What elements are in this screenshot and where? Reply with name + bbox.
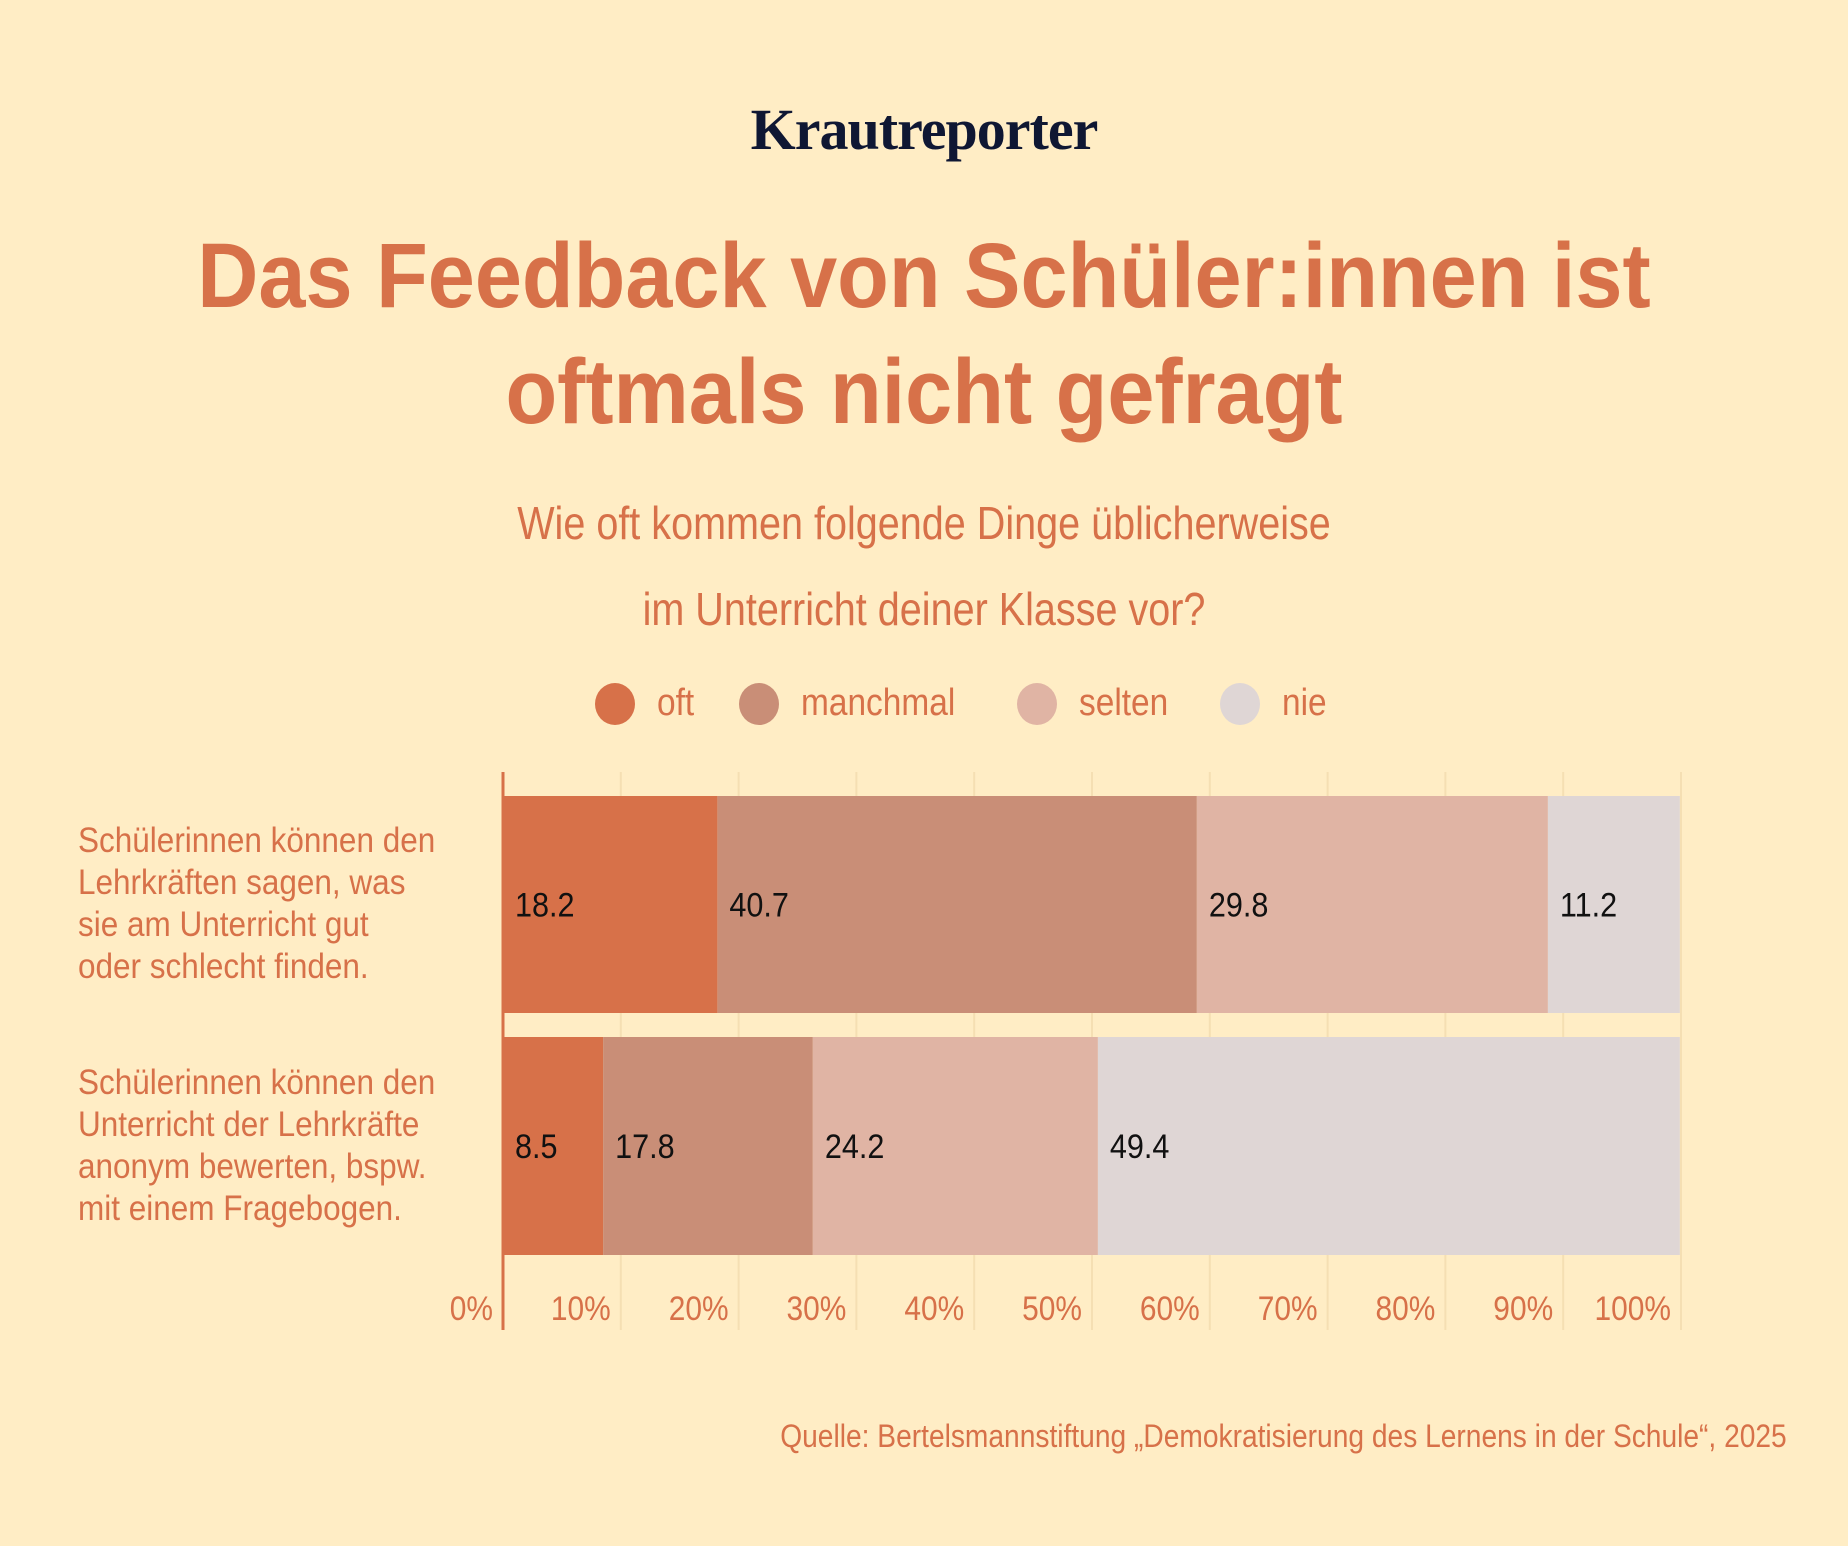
- bar-segment-selten-row-1: [1196, 796, 1548, 1013]
- bar-segment-manchmal-row-1: [717, 796, 1197, 1013]
- x-tick-label-90: 90%: [1493, 1289, 1553, 1327]
- legend-swatch-manchmal: [739, 682, 780, 725]
- data-label-nie-row-1: 11.2: [1560, 886, 1617, 924]
- x-tick-label-50: 50%: [1022, 1289, 1082, 1327]
- legend-label-manchmal: manchmal: [801, 682, 956, 724]
- category-label-1-line: Schülerinnen können den: [78, 821, 436, 860]
- krautreporter-logo: Krautreporter: [750, 97, 1099, 162]
- x-tick-label-80: 80%: [1376, 1289, 1436, 1327]
- legend-swatch-nie: [1220, 682, 1261, 725]
- legend-swatch-selten: [1016, 682, 1057, 725]
- data-label-selten-row-2: 24.2: [825, 1128, 885, 1166]
- chart-title: Das Feedback von Schüler:innen ist oftma…: [166, 218, 1682, 450]
- x-tick-label-0: 0%: [450, 1289, 493, 1327]
- category-label-2-line: anonym bewerten, bspw.: [78, 1147, 427, 1186]
- category-label-2: Schülerinnen können den Unterricht der L…: [78, 1062, 456, 1230]
- legend-label-nie: nie: [1282, 682, 1327, 724]
- category-label-1-line: Lehrkräften sagen, was: [78, 863, 406, 902]
- category-label-1: Schülerinnen können den Lehrkräften sage…: [78, 820, 456, 988]
- x-tick-label-30: 30%: [787, 1289, 847, 1327]
- legend-swatch-oft: [595, 682, 636, 725]
- x-tick-label-10: 10%: [551, 1289, 611, 1327]
- x-tick-label-100: 100%: [1594, 1289, 1671, 1327]
- category-label-1-line: sie am Unterricht gut: [78, 905, 369, 944]
- data-label-nie-row-2: 49.4: [1110, 1128, 1170, 1166]
- source-note: Quelle: Bertelsmannstiftung „Demokratisi…: [780, 1418, 1787, 1454]
- legend-item-manchmal: manchmal: [739, 682, 976, 725]
- bar-segment-manchmal-row-2: [603, 1037, 813, 1255]
- chart-title-line-2: oftmals nicht gefragt: [505, 341, 1343, 443]
- legend-item-selten: selten: [1016, 682, 1180, 725]
- legend-item-oft: oft: [595, 682, 699, 725]
- data-label-selten-row-1: 29.8: [1209, 886, 1269, 924]
- category-label-2-line: Schülerinnen können den: [78, 1063, 436, 1102]
- category-label-1-line: oder schlecht finden.: [78, 947, 369, 986]
- chart-subtitle-line-2: im Unterricht deiner Klasse vor?: [642, 583, 1206, 635]
- x-tick-label-20: 20%: [669, 1289, 729, 1327]
- legend-label-selten: selten: [1078, 682, 1168, 724]
- category-label-2-line: mit einem Fragebogen.: [78, 1189, 402, 1228]
- chart-title-line-1: Das Feedback von Schüler:innen ist: [197, 225, 1651, 327]
- data-label-oft-row-1: 18.2: [515, 886, 575, 924]
- bar-segment-oft-row-2: [503, 1037, 604, 1255]
- x-tick-label-60: 60%: [1140, 1289, 1200, 1327]
- data-label-oft-row-2: 8.5: [515, 1128, 558, 1166]
- legend-label-oft: oft: [657, 682, 695, 724]
- bar-segment-selten-row-2: [812, 1037, 1098, 1255]
- data-label-manchmal-row-1: 40.7: [729, 886, 789, 924]
- chart-subtitle: Wie oft kommen folgende Dinge üblicherwe…: [129, 480, 1718, 652]
- bar-segment-oft-row-1: [503, 796, 718, 1013]
- bar-segment-nie-row-1: [1547, 796, 1680, 1013]
- chart-subtitle-line-1: Wie oft kommen folgende Dinge üblicherwe…: [517, 497, 1331, 549]
- legend-item-nie: nie: [1220, 682, 1333, 725]
- x-tick-label-70: 70%: [1258, 1289, 1318, 1327]
- data-label-manchmal-row-2: 17.8: [615, 1128, 675, 1166]
- bar-segment-nie-row-2: [1097, 1037, 1680, 1255]
- x-tick-label-40: 40%: [904, 1289, 964, 1327]
- category-label-2-line: Unterricht der Lehrkräfte: [78, 1105, 420, 1144]
- chart-legend: oft manchmal selten nie: [0, 682, 1848, 725]
